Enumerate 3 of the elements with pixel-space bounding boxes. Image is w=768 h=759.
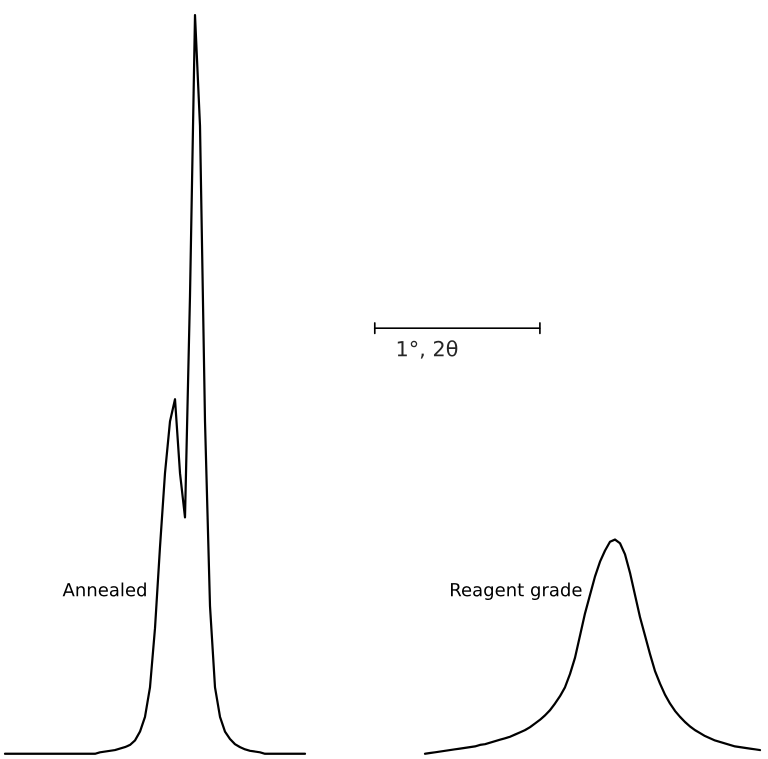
series-label: Annealed	[62, 582, 146, 596]
annotation: 1°, 2θ	[398, 340, 458, 359]
series-label: Reagent grade	[451, 582, 582, 600]
